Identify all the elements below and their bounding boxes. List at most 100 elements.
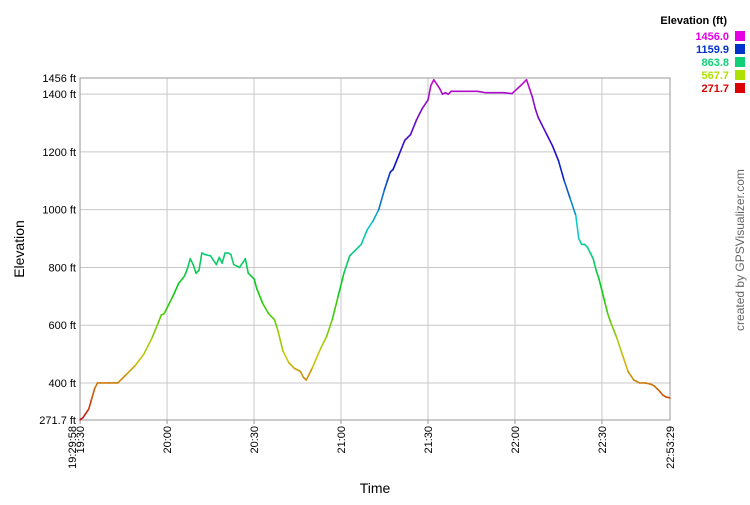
elevation-segment (267, 312, 276, 321)
x-tick-label: 20:30 (249, 426, 261, 454)
elevation-segment (186, 257, 192, 270)
elevation-segment (163, 307, 168, 315)
elevation-segment (569, 197, 577, 217)
elevation-segment (377, 188, 386, 211)
grid-lines (79, 78, 670, 424)
elevation-segment (305, 367, 313, 381)
elevation-segment (644, 382, 653, 386)
elevation-segment (189, 257, 194, 266)
elevation-segment (606, 312, 612, 324)
elevation-segment (311, 347, 322, 370)
y-tick-labels: 400 ft 600 ft 800 ft 1000 ft 1200 ft 1400 ft 1… (39, 73, 76, 427)
elevation-segment (627, 370, 635, 381)
elevation-segment (276, 327, 284, 352)
elevation-segment (415, 107, 423, 121)
elevation-segment (595, 269, 600, 280)
elevation-segment (633, 379, 641, 384)
elevation-segment (253, 278, 258, 290)
elevation-segment (325, 318, 334, 338)
elevation-segment (116, 373, 128, 384)
legend-swatch (735, 57, 745, 67)
elevation-segment (343, 255, 351, 275)
x-tick-label: 21:00 (336, 426, 348, 454)
y-tick-label: 600 ft (48, 320, 76, 332)
elevation-series (79, 78, 671, 421)
elevation-segment (244, 257, 250, 275)
elevation-segment (551, 145, 560, 162)
elevation-segment (430, 78, 435, 87)
elevation-segment (427, 84, 432, 101)
elevation-segment (261, 302, 270, 315)
y-tick-label: 1000 ft (42, 205, 76, 217)
elevation-segment (403, 133, 412, 142)
elevation-segment (319, 335, 328, 350)
elevation-segment (209, 255, 218, 266)
elevation-segment (540, 122, 548, 136)
elevation-segment (221, 252, 226, 264)
y-max-label: 1456 ft (42, 73, 76, 85)
elevation-segment (575, 214, 580, 240)
elevation-segment (299, 370, 305, 378)
elevation-segment (528, 87, 534, 98)
elevation-segment (134, 353, 145, 367)
x-tick-label: 22:30 (597, 426, 609, 454)
elevation-segment (398, 139, 406, 156)
y-tick-label: 400 ft (48, 378, 76, 390)
elevation-segment (604, 301, 609, 315)
elevation-segment (531, 96, 537, 110)
elevation-segment (435, 83, 441, 90)
plot-border (79, 77, 671, 421)
elevation-segment (537, 116, 542, 124)
y-tick-label: 800 ft (48, 262, 76, 274)
elevation-segment (288, 361, 296, 370)
elevation-segment (87, 398, 93, 410)
elevation-segment (172, 282, 180, 298)
watermark-text: created by GPSVisualizer.com (733, 169, 747, 331)
elevation-segment (586, 246, 592, 254)
legend: Elevation (ft) 1456.01159.9863.8567.7271.… (660, 15, 745, 95)
legend-entry-label: 567.7 (701, 70, 729, 82)
elevation-segment (82, 412, 87, 419)
elevation-segment (85, 408, 90, 415)
elevation-segment (664, 396, 671, 399)
elevation-segment (143, 335, 154, 355)
elevation-segment (293, 367, 302, 373)
elevation-segment (476, 90, 487, 94)
elevation-segment (273, 318, 279, 329)
elevation-segment (563, 180, 571, 199)
legend-entry-label: 863.8 (701, 57, 729, 69)
plot-frame (79, 77, 671, 421)
elevation-segment (230, 253, 235, 266)
elevation-segment (192, 263, 197, 275)
elevation-segment (203, 253, 212, 257)
x-tick-label: 20:00 (162, 426, 174, 454)
elevation-segment (577, 237, 583, 246)
legend-entry-label: 1159.9 (696, 44, 729, 56)
y-tick-label: 1200 ft (42, 147, 76, 159)
elevation-segment (557, 159, 566, 182)
x-axis-label: Time (360, 480, 391, 496)
elevation-segment (125, 364, 136, 376)
legend-title: Elevation (ft) (660, 15, 727, 27)
elevation-segment (282, 350, 290, 364)
elevation-segment (386, 171, 392, 182)
elevation-segment (609, 321, 618, 338)
elevation-segment (232, 263, 241, 269)
elevation-segment (90, 387, 96, 400)
elevation-segment (360, 229, 368, 246)
elevation-segment (238, 257, 247, 269)
elevation-segment (421, 99, 429, 110)
elevation-segment (198, 252, 203, 272)
elevation-segment (409, 119, 418, 136)
elevation-segment (615, 335, 624, 355)
elevation-segment (331, 295, 339, 321)
elevation-segment (546, 133, 554, 147)
legend-swatch (735, 70, 745, 80)
elevation-segment (525, 78, 531, 90)
y-axis-label: Elevation (11, 220, 27, 278)
elevation-segment (337, 272, 345, 298)
elevation-segment (177, 275, 186, 285)
elevation-segment (438, 87, 444, 95)
elevation-segment (621, 353, 629, 373)
